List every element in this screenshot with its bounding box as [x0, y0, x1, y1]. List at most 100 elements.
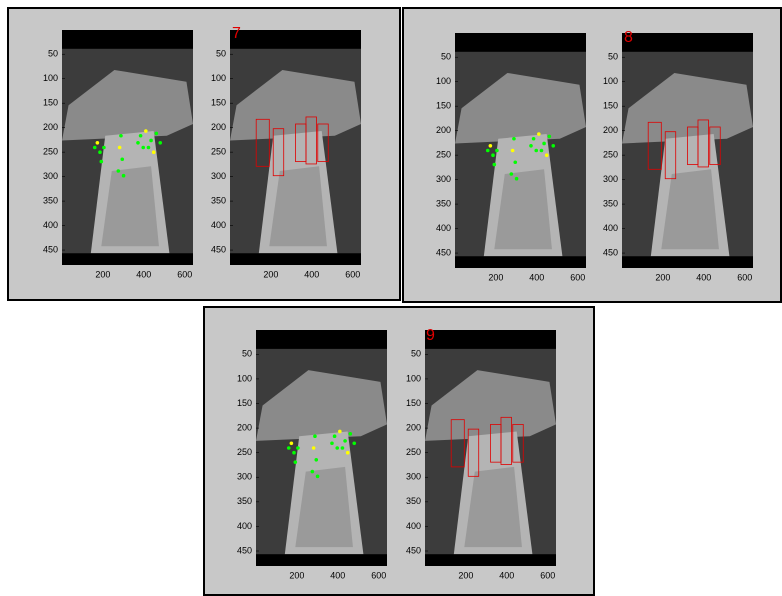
- feature-point: [540, 149, 544, 153]
- y-tick-label: 450: [603, 247, 618, 257]
- y-tick-label: 250: [237, 447, 252, 457]
- y-tick-label: 150: [237, 398, 252, 408]
- feature-point: [489, 144, 493, 148]
- x-tick-label: 600: [570, 272, 585, 282]
- feature-point: [136, 141, 140, 145]
- y-tick-label: 350: [603, 198, 618, 208]
- feature-point: [117, 169, 121, 173]
- black-band-top: [62, 30, 193, 49]
- y-tick-label: 350: [436, 198, 451, 208]
- feature-point: [149, 139, 153, 143]
- y-tick-label: 300: [237, 472, 252, 482]
- panel: 5010015020025030035040045020040060050100…: [8, 8, 400, 300]
- y-tick-label: 450: [406, 545, 421, 555]
- feature-point: [515, 177, 519, 181]
- feature-point: [158, 141, 162, 145]
- feature-point: [122, 174, 126, 178]
- feature-point: [144, 129, 148, 133]
- black-band-bottom: [230, 253, 361, 265]
- feature-point: [513, 160, 517, 164]
- y-tick-label: 50: [411, 349, 421, 359]
- y-tick-label: 150: [406, 398, 421, 408]
- feature-point: [316, 475, 320, 479]
- feature-point: [532, 137, 536, 141]
- feature-point: [96, 141, 100, 145]
- y-tick-label: 100: [211, 73, 226, 83]
- y-tick-label: 100: [237, 373, 252, 383]
- black-band-bottom: [62, 253, 193, 265]
- feature-point: [100, 160, 104, 164]
- feature-point: [312, 446, 316, 450]
- x-tick-label: 600: [371, 570, 386, 580]
- y-tick-label: 450: [237, 545, 252, 555]
- y-tick-label: 450: [43, 244, 58, 254]
- feature-point: [534, 149, 538, 153]
- y-tick-label: 50: [441, 52, 451, 62]
- x-tick-label: 400: [304, 269, 319, 279]
- y-tick-label: 200: [603, 125, 618, 135]
- x-tick-label: 200: [488, 272, 503, 282]
- feature-point: [314, 458, 318, 462]
- feature-point: [155, 132, 159, 136]
- feature-point: [141, 146, 145, 150]
- y-tick-label: 100: [43, 73, 58, 83]
- y-tick-label: 400: [436, 223, 451, 233]
- y-tick-label: 250: [211, 147, 226, 157]
- feature-point: [542, 142, 546, 146]
- x-tick-label: 400: [696, 272, 711, 282]
- frame-label: 9: [426, 327, 435, 344]
- x-tick-label: 400: [499, 570, 514, 580]
- feature-point: [147, 146, 151, 150]
- y-tick-label: 400: [237, 521, 252, 531]
- y-tick-label: 300: [211, 171, 226, 181]
- x-tick-label: 200: [458, 570, 473, 580]
- feature-point: [330, 441, 334, 445]
- feature-point: [512, 137, 516, 141]
- feature-point: [102, 146, 106, 150]
- x-tick-label: 200: [655, 272, 670, 282]
- feature-point: [491, 153, 495, 157]
- feature-point: [537, 132, 541, 136]
- y-tick-label: 200: [211, 122, 226, 132]
- feature-point: [349, 432, 353, 436]
- y-tick-label: 350: [237, 496, 252, 506]
- y-tick-label: 150: [436, 101, 451, 111]
- feature-point: [343, 439, 347, 443]
- feature-point: [311, 470, 315, 474]
- feature-point: [152, 150, 156, 154]
- y-tick-label: 50: [48, 49, 58, 59]
- y-tick-label: 200: [237, 422, 252, 432]
- feature-point: [296, 446, 300, 450]
- y-tick-label: 50: [608, 52, 618, 62]
- feature-point: [511, 149, 515, 153]
- axes: 50100150200250300350400450200400600: [211, 30, 361, 279]
- x-tick-label: 400: [330, 570, 345, 580]
- feature-point: [548, 135, 552, 139]
- y-tick-label: 50: [242, 349, 252, 359]
- y-tick-label: 450: [211, 244, 226, 254]
- x-tick-label: 600: [737, 272, 752, 282]
- feature-point: [292, 451, 296, 455]
- feature-point: [341, 446, 345, 450]
- y-tick-label: 300: [406, 472, 421, 482]
- y-tick-label: 350: [211, 195, 226, 205]
- figure: 50 100 150 200 250 300 350 400 450 200 400 600 50 100…: [0, 0, 782, 596]
- feature-point: [486, 149, 490, 153]
- feature-point: [352, 441, 356, 445]
- y-tick-label: 300: [436, 174, 451, 184]
- y-tick-label: 150: [211, 98, 226, 108]
- y-tick-label: 150: [603, 101, 618, 111]
- black-band-bottom: [455, 256, 586, 268]
- panel: 5010015020025030035040045020040060050100…: [403, 8, 781, 302]
- y-tick-label: 200: [406, 422, 421, 432]
- feature-point: [118, 146, 122, 150]
- axes: 50100150200250300350400450200400600: [603, 33, 753, 282]
- black-band-top: [455, 33, 586, 52]
- feature-point: [119, 134, 123, 138]
- feature-point: [551, 144, 555, 148]
- black-band-bottom: [425, 554, 556, 566]
- feature-point: [346, 451, 350, 455]
